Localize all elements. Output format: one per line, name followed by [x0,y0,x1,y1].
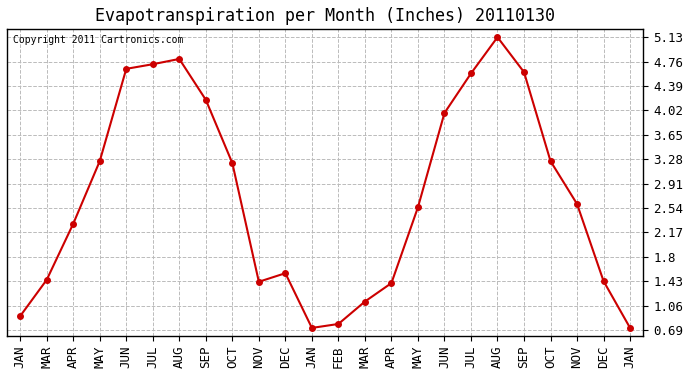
Text: Copyright 2011 Cartronics.com: Copyright 2011 Cartronics.com [13,35,184,45]
Title: Evapotranspiration per Month (Inches) 20110130: Evapotranspiration per Month (Inches) 20… [95,7,555,25]
